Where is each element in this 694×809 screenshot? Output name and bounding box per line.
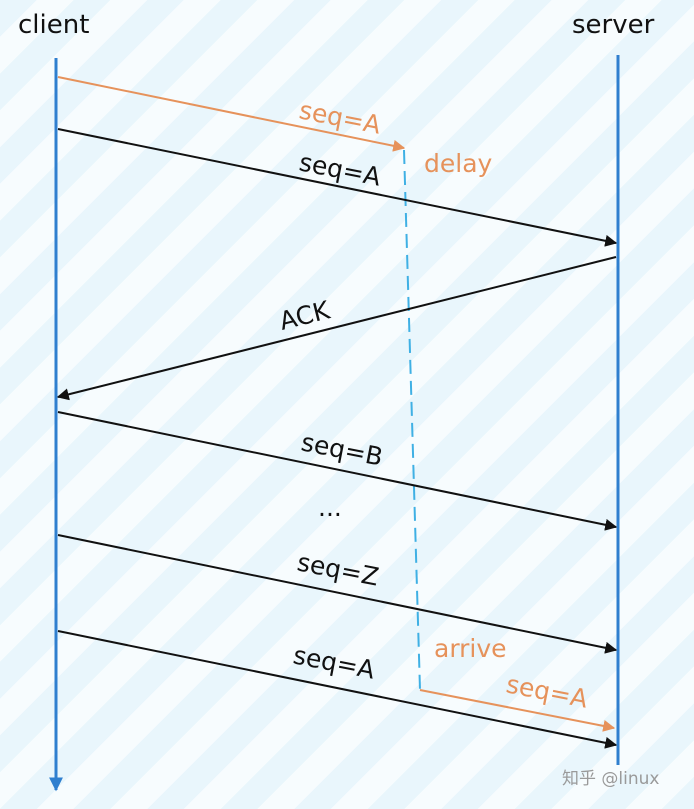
delay-label: delay [424,149,493,178]
message-label-seq-z: seq=Z [295,547,381,591]
message-label-delayed-arrive-seq: seq=A [504,669,590,713]
message-arrow-seq-z [58,535,616,650]
message-label-delayed-seq: seq=A [297,95,383,139]
message-arrow-ack [58,257,616,397]
ellipsis-label: ... [318,493,342,522]
message-label-seq-a-retransmit: seq=A [291,640,377,684]
client-title: client [18,10,89,40]
arrive-label: arrive [434,634,507,663]
message-label-seq-a: seq=A [297,147,383,191]
message-arrow-seq-a [58,129,616,243]
watermark: 知乎 @linux [562,769,659,789]
server-title: server [572,10,655,40]
